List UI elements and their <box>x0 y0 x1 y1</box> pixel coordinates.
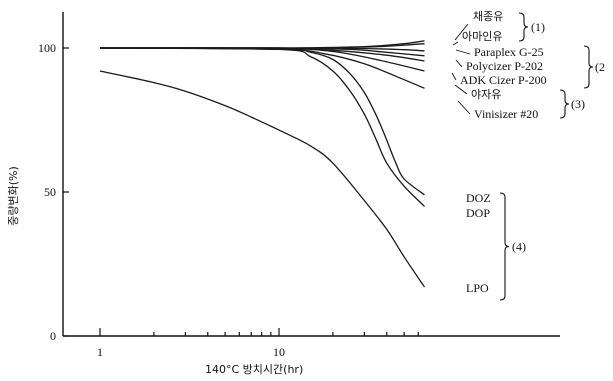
axis-ticks <box>63 47 419 337</box>
y-axis-label: 중량변화(%) <box>7 166 20 226</box>
group-brace <box>559 89 570 119</box>
series-label: 야자유 <box>471 88 501 101</box>
x-tick-label: 1 <box>97 345 103 359</box>
leader-line <box>454 84 468 95</box>
group-brace <box>583 45 594 89</box>
series-label: Paraplex G-25 <box>474 45 544 59</box>
group-label: (1) <box>531 20 545 34</box>
x-axis-label: 140°C 방치시간(hr) <box>205 363 303 376</box>
group-label: (2 <box>595 60 605 74</box>
y-tick-label: 100 <box>38 41 56 55</box>
leader-line <box>452 41 459 46</box>
leader-line <box>455 59 463 68</box>
leader-line <box>451 72 457 81</box>
axes <box>62 12 560 337</box>
series-label: ADK Cizer P-200 <box>460 73 547 87</box>
series-label: LPO <box>466 281 489 295</box>
leader-line <box>454 23 469 41</box>
series-line-lpo <box>99 70 426 288</box>
series-label: 아마인유 <box>462 30 502 43</box>
leader-line <box>455 49 471 55</box>
group-label: (3) <box>571 97 585 111</box>
series-line-dop <box>99 47 425 207</box>
series-line-doz <box>99 47 425 196</box>
series-label: Polycizer P-202 <box>466 59 543 73</box>
group-braces: (1) (2 (3) (4) <box>499 12 605 301</box>
series-label: DOZ <box>466 191 491 205</box>
group-label: (4) <box>512 240 526 254</box>
series-label: Vinisizer #20 <box>474 107 538 121</box>
y-tick-label: 0 <box>50 329 56 343</box>
group-brace <box>518 12 529 42</box>
y-tick-label: 50 <box>44 185 56 199</box>
data-curves <box>99 40 426 288</box>
series-label: DOP <box>466 206 490 220</box>
group-brace <box>499 192 510 301</box>
series-label: 채종유 <box>473 10 503 23</box>
tick-labels: 0 50 100 1 10 <box>38 41 285 359</box>
x-tick-label: 10 <box>273 345 285 359</box>
leader-line <box>457 100 471 115</box>
